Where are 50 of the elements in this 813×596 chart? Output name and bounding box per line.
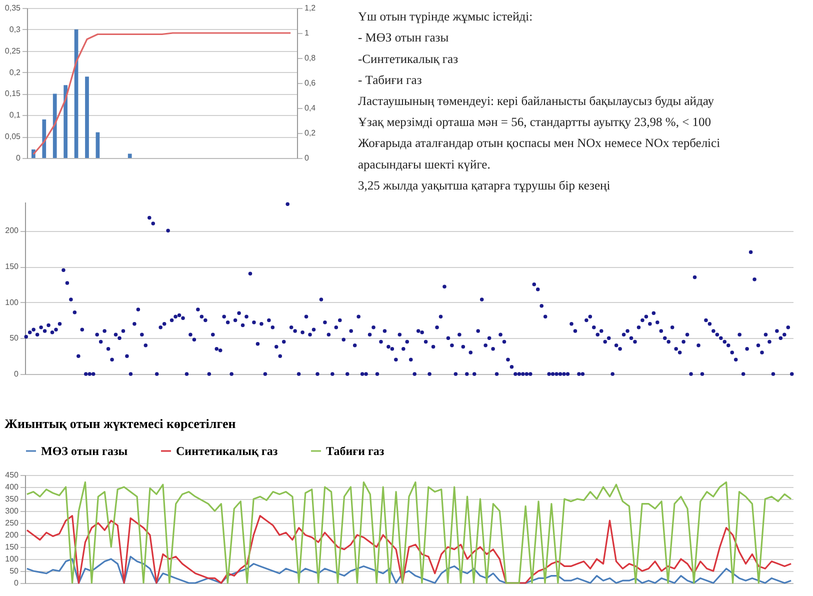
y-tick-label: 150 <box>5 262 20 271</box>
y-tick-label: 450 <box>5 470 20 480</box>
y-tick-label: 0,35 <box>4 4 22 12</box>
chart-title: Жиынтық отын жүктемесі көрсетілген <box>4 416 236 431</box>
y-tick-label: 0 <box>14 578 20 588</box>
text: Жоғарыда аталғандар отын қоспасы мен NOx немесе NOx тербелісі <box>358 136 721 150</box>
bar <box>128 154 132 158</box>
legend-label: Табиғи газ <box>326 444 384 458</box>
y2-tick-label: 1 <box>304 28 310 38</box>
y-tick-label: 200 <box>5 530 20 540</box>
y-tick-label: 0 <box>16 154 22 162</box>
bar <box>85 76 89 158</box>
y-tick-label: 0,05 <box>4 132 22 142</box>
bar <box>96 132 100 158</box>
y-tick-label: 0,1 <box>9 110 22 120</box>
y2-tick-label: 0,6 <box>304 78 316 88</box>
text: Ұзақ мерзімді орташа мән = 56, стандартты ауытқу 23,98 %, < 100 <box>358 115 711 130</box>
y2-tick-label: 0,4 <box>304 104 316 112</box>
y-tick-label: 0,3 <box>9 24 22 34</box>
y-tick-label: 100 <box>5 554 20 564</box>
y-tick-label: 50 <box>10 334 20 343</box>
text: Ластаушының төмендеуі: кері байланысты бақылаусыз буды айдау <box>358 94 715 108</box>
y-tick-label: 250 <box>5 518 20 528</box>
y-tick-label: 400 <box>5 482 20 492</box>
y2-tick-label: 0,8 <box>304 54 316 62</box>
text: арасындағы шекті күйге. <box>358 157 490 172</box>
y-tick-label: 350 <box>5 494 20 504</box>
y-tick-label: 100 <box>5 298 20 307</box>
text: 3,25 жылда уақытша қатарға тұрушы бір кезеңі <box>358 178 611 192</box>
y-tick-label: 300 <box>5 506 20 516</box>
y-tick-label: 0,2 <box>9 68 22 77</box>
y2-tick-label: 0,2 <box>304 128 316 138</box>
legend-label: Синтетикалық газ <box>176 444 278 458</box>
y-tick-label: 150 <box>5 542 20 552</box>
bar <box>52 94 57 158</box>
bar <box>64 85 68 158</box>
y-tick-label: 0 <box>14 370 20 378</box>
y-tick-label: 50 <box>10 566 20 576</box>
bar <box>42 119 46 158</box>
y-tick-label: 200 <box>5 226 20 236</box>
y2-tick-label: 0 <box>304 154 310 162</box>
text: -Синтетикалық газ <box>358 52 458 66</box>
y-tick-label: 0,25 <box>4 46 22 56</box>
text: Үш отын түрінде жұмыс істейді: <box>358 10 533 24</box>
legend-label: МӨЗ отын газы <box>41 444 128 458</box>
text: - МӨЗ отын газы <box>358 30 450 45</box>
text: - Табиғи газ <box>358 72 422 87</box>
line-series <box>32 32 292 156</box>
y-tick-label: 0,15 <box>4 89 22 98</box>
y2-tick-label: 1,2 <box>304 4 316 12</box>
